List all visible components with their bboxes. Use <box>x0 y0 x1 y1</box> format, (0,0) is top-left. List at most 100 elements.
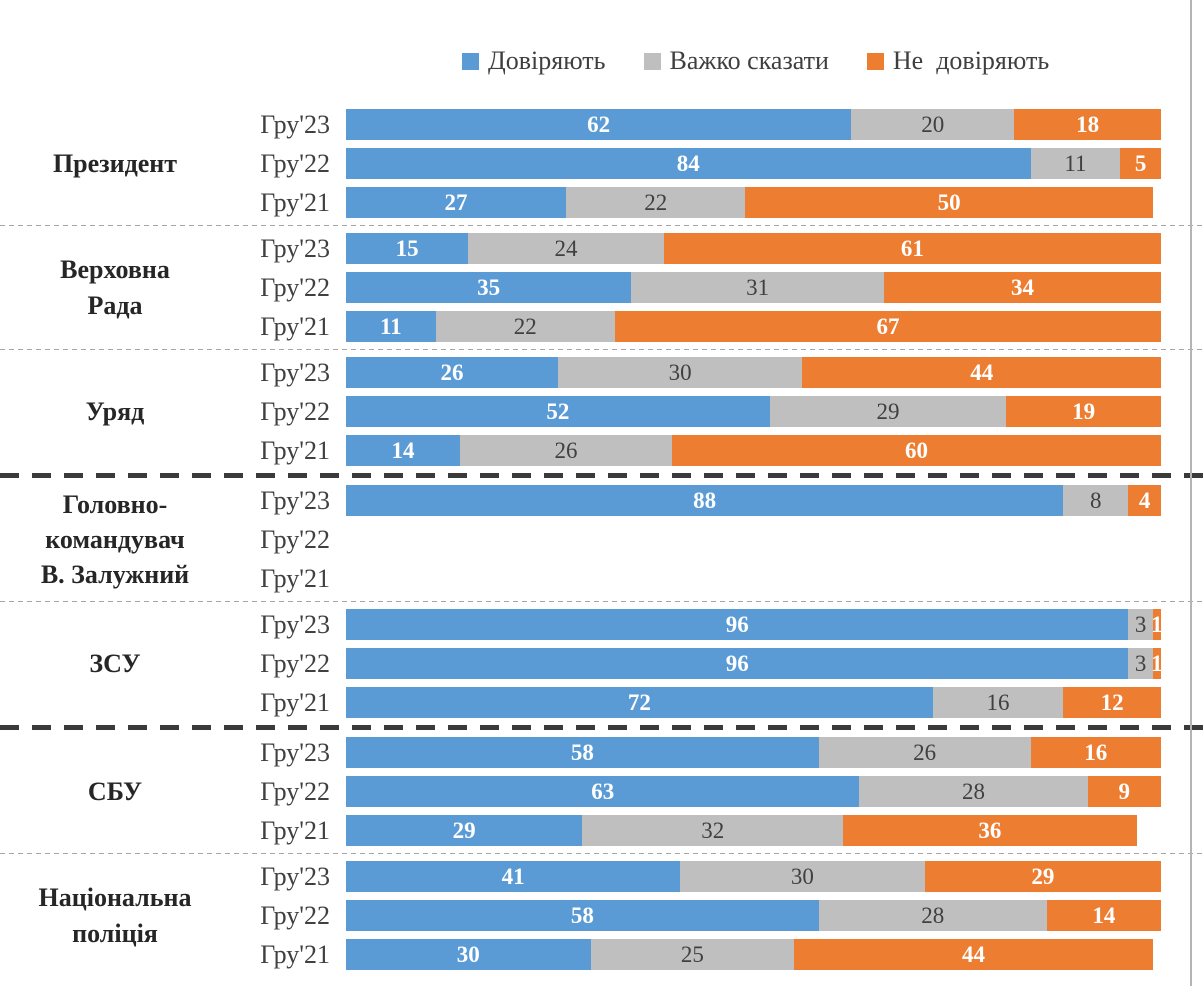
value-label: 4 <box>1138 488 1151 513</box>
group-separator-thin <box>0 225 1203 226</box>
value-label: 16 <box>1084 740 1108 765</box>
bar-segment: 96 <box>346 648 1129 679</box>
year-label: Гру'22 <box>260 648 330 678</box>
year-label: Гру'21 <box>260 187 330 217</box>
chart-group: СБУ Гру'23 58 26 16 Гру'22 63 28 9 Гру'21 29 32 36 <box>0 730 1203 853</box>
bar-row: Гру'23 88 8 4 <box>230 482 1203 519</box>
value-label: 14 <box>1092 903 1116 928</box>
value-label: 30 <box>790 864 814 889</box>
bar-row: Гру'21 30 25 44 <box>230 936 1203 973</box>
bar-track: 27 22 50 <box>346 187 1161 218</box>
value-label: 67 <box>876 314 900 339</box>
chart-group: ЗСУ Гру'23 96 3 1 Гру'22 96 3 1 Гру'21 72 16 12 <box>0 602 1203 725</box>
group-separator-thick <box>0 725 1203 730</box>
right-border-line <box>1190 0 1192 986</box>
group-label-line: Рада <box>87 290 143 320</box>
year-label: Гру'21 <box>260 563 330 593</box>
legend-item-label: Не довіряють <box>892 46 1050 75</box>
value-label: 12 <box>1100 690 1124 715</box>
year-label: Гру'21 <box>260 435 330 465</box>
year-label: Гру'23 <box>260 233 330 263</box>
group-label: Президент <box>0 102 230 225</box>
bar-segment: 41 <box>346 861 681 892</box>
value-label: 30 <box>456 942 480 967</box>
bar-row: Гру'23 62 20 18 <box>230 106 1203 143</box>
value-label: 20 <box>921 112 945 137</box>
value-label: 18 <box>1076 112 1100 137</box>
value-label: 9 <box>1118 779 1131 804</box>
bar-segment: 26 <box>346 357 558 388</box>
year-label: Гру'22 <box>260 900 330 930</box>
value-label: 28 <box>921 903 945 928</box>
group-label-line: командувач <box>45 524 185 554</box>
bar-track: 96 3 1 <box>346 609 1163 640</box>
value-label: 58 <box>570 903 594 928</box>
bar-segment: 22 <box>566 187 746 218</box>
value-label: 26 <box>440 360 464 385</box>
group-label-line: Національна <box>38 883 192 913</box>
bar-segment: 14 <box>1046 900 1161 931</box>
bar-track: 63 28 9 <box>346 776 1161 807</box>
year-label: Гру'23 <box>260 357 330 387</box>
bar-row: Гру'21 <box>230 560 1203 597</box>
value-label: 28 <box>962 779 986 804</box>
bar-track: 52 29 19 <box>346 396 1161 427</box>
value-label: 14 <box>391 438 415 463</box>
value-label: 62 <box>587 112 611 137</box>
value-label: 22 <box>513 314 537 339</box>
bar-segment: 28 <box>859 776 1088 807</box>
value-label: 44 <box>962 942 986 967</box>
bar-track: 14 26 60 <box>346 435 1161 466</box>
bar-track: 11 22 67 <box>346 311 1161 342</box>
bar-segment: 26 <box>818 737 1031 768</box>
bar-row: Гру'22 96 3 1 <box>230 645 1203 682</box>
bar-segment: 30 <box>557 357 803 388</box>
bar-track: 96 3 1 <box>346 648 1163 679</box>
value-label: 84 <box>676 151 700 176</box>
bar-segment: 3 <box>1128 648 1153 679</box>
bar-segment: 22 <box>435 311 615 342</box>
year-label: Гру'22 <box>260 776 330 806</box>
year-label: Гру'23 <box>260 861 330 891</box>
bar-segment: 60 <box>671 435 1161 466</box>
group-rows: Гру'23 58 26 16 Гру'22 63 28 9 Гру'21 29 32 36 <box>230 730 1203 853</box>
bar-row: Гру'21 11 22 67 <box>230 308 1203 345</box>
group-label: ЗСУ <box>0 602 230 725</box>
year-label: Гру'22 <box>260 396 330 426</box>
bar-row: Гру'22 52 29 19 <box>230 393 1203 430</box>
bar-segment: 14 <box>346 435 461 466</box>
legend-swatch-icon <box>643 52 661 70</box>
bar-track: 58 26 16 <box>346 737 1161 768</box>
bar-segment: 29 <box>924 861 1161 892</box>
bar-segment: 58 <box>346 900 819 931</box>
year-label: Гру'23 <box>260 109 330 139</box>
bar-segment: 88 <box>346 485 1064 516</box>
bar-segment: 20 <box>851 109 1015 140</box>
value-label: 32 <box>701 818 725 843</box>
year-label: Гру'22 <box>260 524 330 554</box>
value-label: 24 <box>554 236 578 261</box>
year-label: Гру'21 <box>260 687 330 717</box>
group-label-line: Верховна <box>60 255 170 285</box>
bar-track: 84 11 5 <box>346 148 1161 179</box>
value-label: 3 <box>1134 612 1147 637</box>
bar-segment: 72 <box>346 687 933 718</box>
bar-row: Гру'22 63 28 9 <box>230 773 1203 810</box>
chart-group: Головно-командувач В. Залужний Гру'23 88 8 4 Г… <box>0 478 1203 601</box>
chart: Президент Гру'23 62 20 18 Гру'22 84 11 5 Гру'21 27… <box>0 102 1203 977</box>
legend-swatch-icon <box>866 52 884 70</box>
group-separator-thin <box>0 601 1203 602</box>
bar-segment: 63 <box>346 776 860 807</box>
year-label: Гру'22 <box>260 148 330 178</box>
value-label: 88 <box>693 488 717 513</box>
bar-segment: 36 <box>843 815 1137 846</box>
bar-segment: 32 <box>582 815 844 846</box>
bar-segment: 50 <box>745 187 1153 218</box>
bar-row: Гру'21 29 32 36 <box>230 812 1203 849</box>
chart-group: Національна поліція Гру'23 41 30 29 Гру'22 58 28… <box>0 854 1203 977</box>
value-label: 15 <box>395 236 419 261</box>
group-separator-thick <box>0 473 1203 478</box>
bar-track: 41 30 29 <box>346 861 1161 892</box>
group-label: Уряд <box>0 350 230 473</box>
value-label: 63 <box>591 779 615 804</box>
